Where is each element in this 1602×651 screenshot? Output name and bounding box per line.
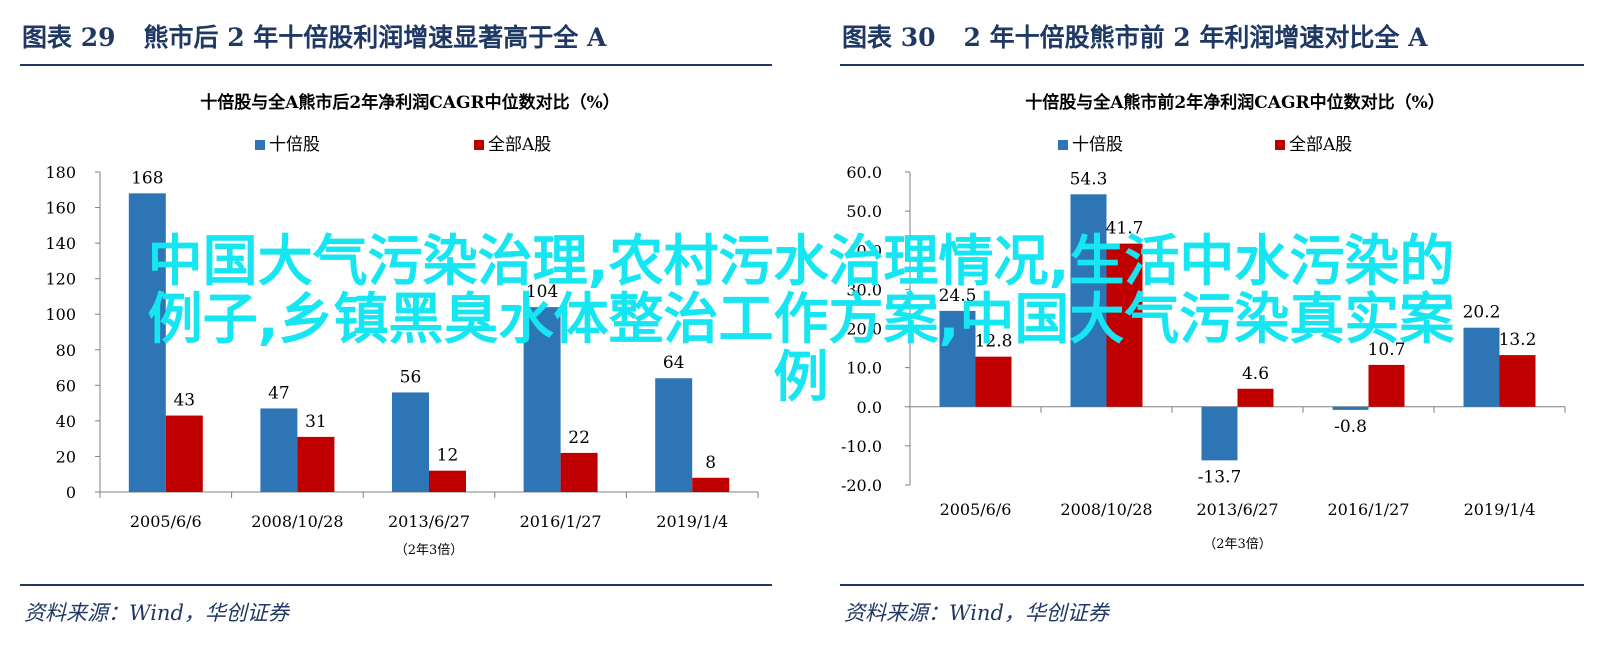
data-label: 47 xyxy=(268,383,290,403)
y-tick-label: 60.0 xyxy=(846,163,882,182)
axis-note: （2年3倍） xyxy=(395,543,464,558)
bar xyxy=(560,452,598,492)
legend-swatch xyxy=(255,140,265,150)
bar xyxy=(1463,327,1500,407)
y-tick-label: 40.0 xyxy=(846,241,882,260)
bar xyxy=(1070,194,1107,407)
top-rule xyxy=(20,64,772,66)
y-tick-label: 180 xyxy=(45,163,76,182)
legend-label: 全部A股 xyxy=(1289,135,1352,155)
x-category-label: 2016/1/27 xyxy=(520,512,602,531)
legend-label: 十倍股 xyxy=(1072,135,1123,155)
bar xyxy=(523,307,561,492)
axis-note: （2年3倍） xyxy=(1203,537,1272,552)
y-tick-label: 140 xyxy=(45,234,76,253)
data-label: 24.5 xyxy=(939,286,977,306)
data-label: 168 xyxy=(131,168,163,188)
data-label: 54.3 xyxy=(1070,169,1108,189)
figure-number: 图表 29 xyxy=(22,23,116,52)
legend-swatch xyxy=(1058,140,1068,150)
data-label: 31 xyxy=(305,412,327,432)
figure-29: 图表 29 熊市后 2 年十倍股利润增速显著高于全 A 十倍股与全A熊市后2年净利… xyxy=(0,0,790,651)
y-tick-label: 0.0 xyxy=(857,398,882,417)
data-label: 8 xyxy=(705,453,716,473)
chart-title: 十倍股与全A熊市后2年净利润CAGR中位数对比（%） xyxy=(200,92,620,113)
data-label: 12 xyxy=(437,446,459,466)
data-label: 64 xyxy=(663,353,685,373)
data-label: -13.7 xyxy=(1198,467,1242,487)
data-label: 41.7 xyxy=(1106,219,1144,239)
bar xyxy=(128,193,166,492)
data-label: 13.2 xyxy=(1499,330,1537,350)
figure-number: 图表 30 xyxy=(842,23,936,52)
bar xyxy=(260,408,298,492)
figure-title: 图表 30 2 年十倍股熊市前 2 年利润增速对比全 A xyxy=(842,18,1428,54)
bar xyxy=(1201,406,1238,461)
data-label: 22 xyxy=(568,428,590,448)
top-rule xyxy=(840,64,1584,66)
bar-chart-30: 十倍股与全A熊市前2年净利润CAGR中位数对比（%） 十倍股 全部A股 -20.0 -1… xyxy=(841,92,1566,552)
legend-swatch xyxy=(1275,140,1285,150)
y-tick-label: 20 xyxy=(56,447,76,466)
x-category-label: 2016/1/27 xyxy=(1327,500,1409,519)
bar xyxy=(975,356,1012,407)
y-tick-label: 40 xyxy=(56,412,76,431)
data-label: 43 xyxy=(173,391,195,411)
figure-title: 图表 29 熊市后 2 年十倍股利润增速显著高于全 A xyxy=(22,18,606,54)
x-category-label: 2005/6/6 xyxy=(940,500,1012,519)
y-tick-label: 50.0 xyxy=(846,202,882,221)
x-category-label: 2019/1/4 xyxy=(1464,500,1536,519)
legend-swatch xyxy=(474,140,484,150)
x-category-label: 2013/6/27 xyxy=(388,512,470,531)
y-tick-label: 160 xyxy=(45,199,76,218)
bar xyxy=(1499,355,1536,407)
bar xyxy=(1368,364,1405,407)
data-label: 104 xyxy=(526,282,558,302)
figure-30: 图表 30 2 年十倍股熊市前 2 年利润增速对比全 A 十倍股与全A熊市前2年净… xyxy=(820,0,1602,651)
source-note: 资料来源：Wind，华创证券 xyxy=(24,601,289,625)
bar xyxy=(392,392,429,492)
y-tick-label: 0 xyxy=(66,483,76,502)
bar xyxy=(655,378,693,492)
legend-label: 全部A股 xyxy=(488,135,551,155)
data-label: 10.7 xyxy=(1368,340,1406,360)
y-tick-label: 30.0 xyxy=(846,280,882,299)
bottom-rule xyxy=(840,584,1584,586)
x-category-label: 2008/10/28 xyxy=(1060,500,1152,519)
y-tick-label: 10.0 xyxy=(846,359,882,378)
y-tick-label: 100 xyxy=(45,305,76,324)
data-label: -0.8 xyxy=(1334,417,1367,437)
x-category-label: 2008/10/28 xyxy=(251,512,343,531)
bottom-rule xyxy=(20,584,772,586)
bar xyxy=(1106,243,1143,407)
bar xyxy=(939,310,976,407)
data-label: 20.2 xyxy=(1463,303,1501,323)
chart-title: 十倍股与全A熊市前2年净利润CAGR中位数对比（%） xyxy=(1025,92,1445,113)
source-note: 资料来源：Wind，华创证券 xyxy=(844,601,1109,625)
x-category-label: 2019/1/4 xyxy=(656,512,728,531)
y-tick-label: -10.0 xyxy=(841,437,882,456)
data-label: 12.8 xyxy=(975,332,1013,352)
y-tick-label: 20.0 xyxy=(846,320,882,339)
data-label: 56 xyxy=(400,367,422,387)
bar xyxy=(429,470,466,492)
bar xyxy=(297,436,335,492)
figure-caption: 2 年十倍股熊市前 2 年利润增速对比全 A xyxy=(963,23,1428,52)
y-tick-label: -20.0 xyxy=(841,476,882,495)
bar xyxy=(692,477,730,492)
bar xyxy=(165,415,203,492)
y-tick-label: 60 xyxy=(56,376,76,395)
x-category-label: 2013/6/27 xyxy=(1196,500,1278,519)
bar-chart-29: 十倍股与全A熊市后2年净利润CAGR中位数对比（%） 十倍股 全部A股 0 20 40 60… xyxy=(45,92,759,558)
y-tick-label: 120 xyxy=(45,270,76,289)
bar xyxy=(1332,406,1369,410)
bar xyxy=(1237,388,1274,407)
x-category-label: 2005/6/6 xyxy=(130,512,202,531)
data-label: 4.6 xyxy=(1242,364,1269,384)
y-tick-label: 80 xyxy=(56,341,76,360)
figure-caption: 熊市后 2 年十倍股利润增速显著高于全 A xyxy=(143,23,607,52)
legend-label: 十倍股 xyxy=(269,135,320,155)
